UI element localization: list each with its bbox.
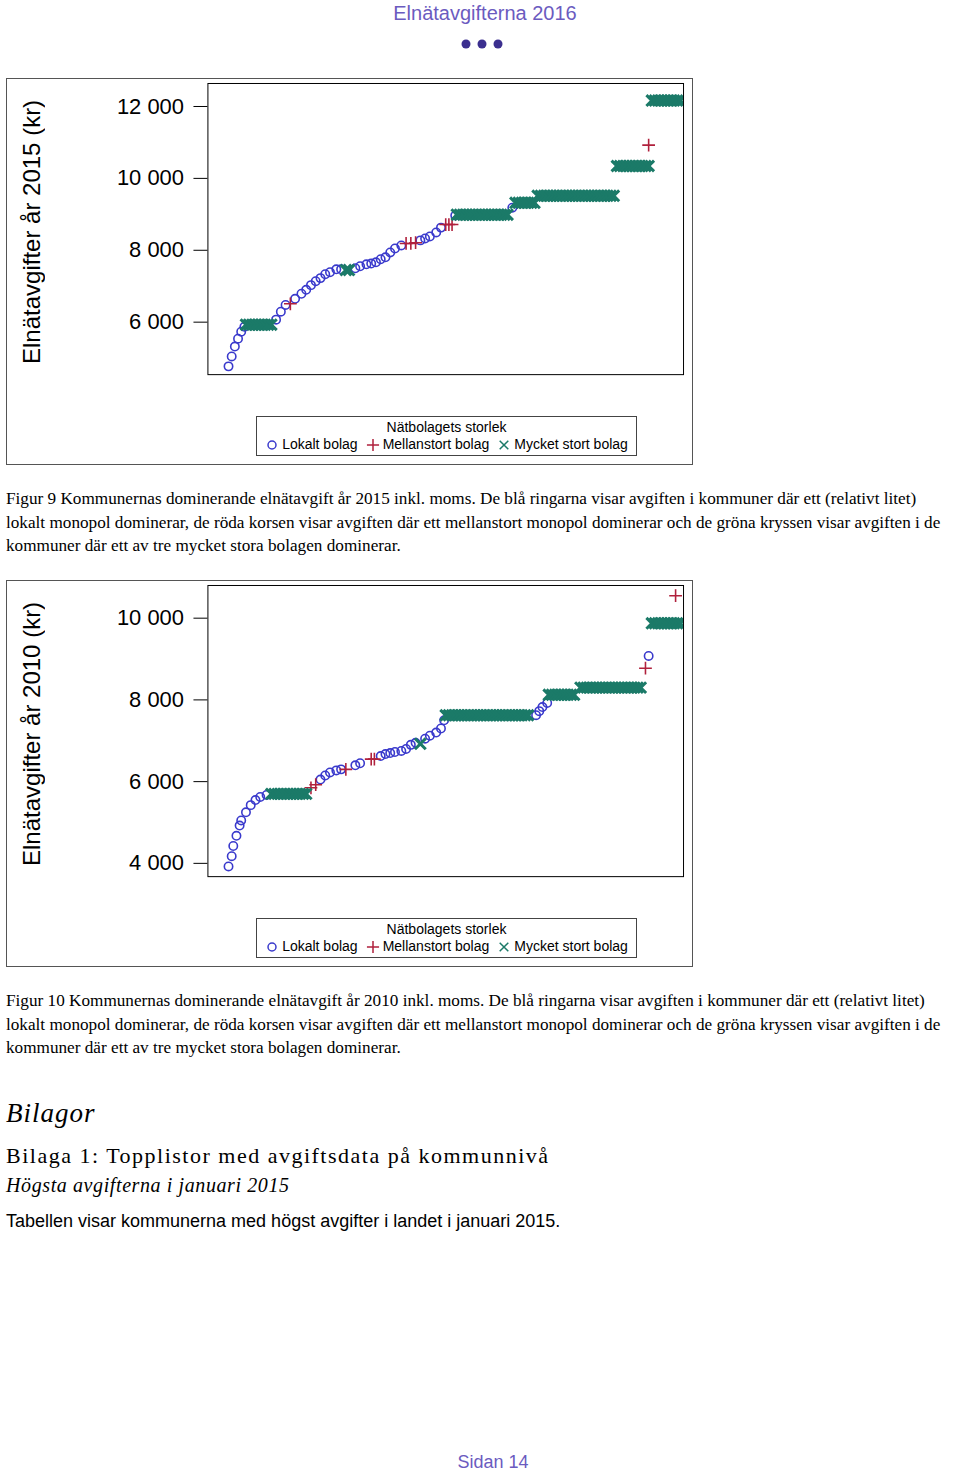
- html-text:Elnätavgifter år 2015 (kr): Elnätavgifter år 2015 (kr): [18, 99, 45, 365]
- html-text:Mycket stort bolag: Mycket stort bolag: [514, 938, 628, 954]
- html-text:Elnätavgifterna 2016: Elnätavgifterna 2016: [393, 2, 577, 24]
- html-text:Bilagor: Bilagor: [6, 1098, 96, 1128]
- svg-text:10 000: 10 000: [117, 165, 184, 190]
- html-text:Mellanstort bolag: Mellanstort bolag: [382, 938, 490, 954]
- html-text:Figur 10 Kommunernas domineran: Figur 10 Kommunernas dominerande elnätav…: [6, 991, 941, 1057]
- svg-text:6 000: 6 000: [129, 769, 184, 794]
- svg-text:6 000: 6 000: [129, 309, 184, 334]
- svg-text:10 000: 10 000: [117, 605, 184, 630]
- html-text:Sidan 14: Sidan 14: [457, 1452, 529, 1472]
- html-text:Nätbolagets storlek: Nätbolagets storlek: [386, 419, 507, 435]
- html-text:Bilaga 1: Topplistor med avgif: Bilaga 1: Topplistor med avgiftsdata på …: [6, 1143, 550, 1168]
- svg-text:12 000: 12 000: [117, 94, 184, 119]
- html-text:Mycket stort bolag: Mycket stort bolag: [514, 436, 628, 452]
- svg-text:4 000: 4 000: [129, 850, 184, 875]
- html-text:Elnätavgifter år 2010 (kr): Elnätavgifter år 2010 (kr): [18, 601, 45, 867]
- html-text:Mellanstort bolag: Mellanstort bolag: [382, 436, 490, 452]
- html-text:Högsta avgifterna i januari 20: Högsta avgifterna i januari 2015: [6, 1174, 290, 1196]
- html-text:Lokalt bolag: Lokalt bolag: [282, 436, 358, 452]
- svg-text:8 000: 8 000: [129, 237, 184, 262]
- html-text:Tabellen visar kommunerna med: Tabellen visar kommunerna med högst avgi…: [6, 1211, 561, 1231]
- html-text:Figur 9 Kommunernas dominerand: Figur 9 Kommunernas dominerande elnätavg…: [6, 489, 941, 555]
- html-text:Lokalt bolag: Lokalt bolag: [282, 938, 358, 954]
- html-text:Nätbolagets storlek: Nätbolagets storlek: [386, 921, 507, 937]
- svg-text:8 000: 8 000: [129, 687, 184, 712]
